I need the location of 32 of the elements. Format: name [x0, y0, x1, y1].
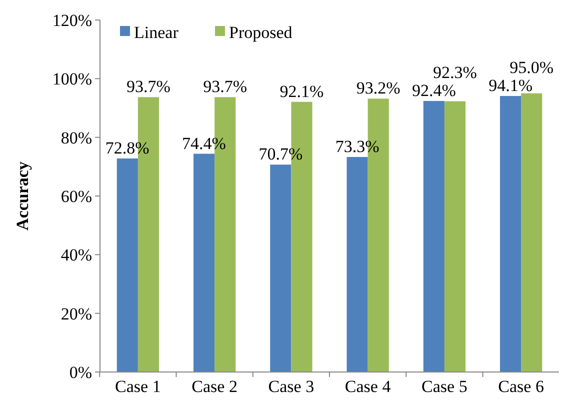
bar — [346, 156, 368, 372]
y-tick-label: 0% — [69, 362, 92, 382]
data-label: 93.7% — [126, 77, 170, 96]
bar — [500, 96, 522, 372]
y-tick-label: 60% — [60, 186, 92, 206]
data-label: 93.7% — [203, 77, 248, 96]
data-label: 92.1% — [280, 82, 324, 101]
bar — [193, 154, 215, 372]
x-tick-label: Case 4 — [344, 377, 392, 396]
x-tick-label: Case 5 — [422, 377, 468, 396]
y-tick-label: 100% — [52, 70, 92, 89]
y-tick-label: 20% — [60, 304, 92, 324]
data-label: 92.4% — [412, 80, 456, 100]
data-label: 93.2% — [356, 78, 400, 98]
y-axis-title: Accuracy — [13, 161, 32, 230]
y-tick-label: 120% — [52, 10, 92, 30]
bar — [423, 100, 444, 372]
x-tick-label: Case 2 — [192, 377, 238, 396]
y-tick-label: 80% — [60, 128, 92, 148]
legend-label: Linear — [134, 22, 179, 42]
x-tick-label: Case 6 — [498, 377, 544, 396]
data-label: 92.3% — [433, 62, 477, 82]
data-label: 94.1% — [488, 76, 532, 95]
x-tick-label: Case 1 — [115, 377, 161, 396]
x-tick-label: Case 3 — [268, 377, 314, 396]
bar — [521, 93, 542, 372]
bar — [444, 101, 466, 372]
bar — [270, 164, 292, 372]
legend-label: Proposed — [229, 22, 293, 42]
y-tick-label: 40% — [60, 246, 92, 265]
bar — [116, 158, 138, 372]
data-label: 95.0% — [510, 58, 554, 77]
